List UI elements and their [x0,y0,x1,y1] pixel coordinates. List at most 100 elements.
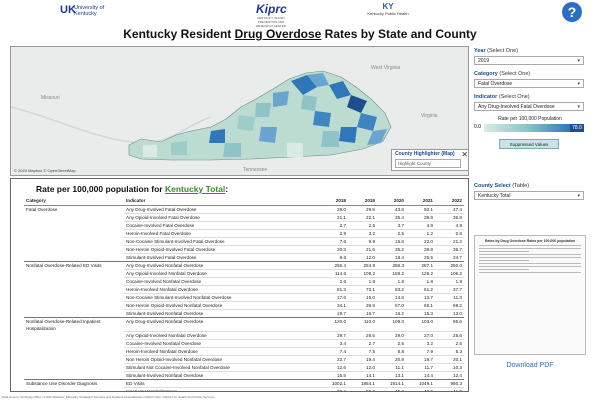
row-value: 287.1 [406,261,435,270]
county-shape[interactable] [307,73,329,87]
county-shape[interactable] [313,111,331,127]
county-shades[interactable] [143,73,387,157]
table-row: Heroin-Involved Nonfatal Overdose 7.4 7.5 8… [24,347,464,356]
chevron-down-icon: ▾ [577,58,580,64]
row-value: 106.2 [435,269,464,278]
county-shape[interactable] [329,81,351,99]
highlight-county-input[interactable]: Highlight County [395,159,461,168]
kiprc-logo-mark: Kiprc [256,2,287,16]
row-value: 103.0 [406,317,435,332]
county-shape[interactable] [321,131,339,147]
row-value: 120.0 [319,317,348,332]
help-icon[interactable]: ? [562,2,582,22]
county-shape[interactable] [273,91,289,107]
row-indicator: Any Drug-Involved Nonfatal Overdose [124,261,319,270]
row-category [24,269,124,277]
row-value: 254.9 [348,261,377,270]
table-title: Rate per 100,000 population for Kentucky… [36,184,228,194]
county-shape[interactable] [259,127,277,143]
col-header-2021: 2021 [406,197,435,206]
county-select-label: County Select (Table) [474,183,586,189]
year-select[interactable]: 2019 ▾ [474,56,584,65]
county-select[interactable]: Kentucky Total ▾ [474,191,584,200]
data-source-footnote: Data Source: Kentucky Office of Vital St… [2,395,215,399]
row-category [24,356,124,364]
row-value: 18.4 [377,253,406,262]
suppressed-values-button[interactable]: Suppressed Values [499,139,559,149]
row-value: 19.4 [348,355,377,364]
county-shape[interactable] [357,113,377,131]
download-pdf-link[interactable]: Download PDF [506,362,554,369]
county-shape[interactable] [291,75,317,95]
county-shape[interactable] [339,127,357,143]
uk-logo-text-line1: University of [74,5,105,11]
county-map[interactable]: Missouri West Virginia Virginia Tennesse… [10,46,469,176]
row-value: 37.7 [435,285,464,294]
table-title-location[interactable]: Kentucky Total [164,184,226,194]
county-shape[interactable] [209,129,225,143]
county-shape[interactable] [143,145,157,157]
indicator-select[interactable]: Any Drug-Involved Fatal Overdose ▾ [474,102,584,111]
row-indicator: Any Opioid-Involved Nonfatal Overdose [124,269,319,278]
row-value: 49.6 [406,387,435,391]
county-shape[interactable] [347,95,367,113]
row-category [24,245,124,253]
table-row: Any Opioid-Involved Fatal Overdose 21.1 22… [24,213,464,222]
row-value: 3.2 [406,339,435,348]
legend-title: Rate per 100,000 Population [498,116,562,122]
row-value: 57.0 [377,301,406,310]
county-shape[interactable] [171,141,187,155]
county-shape[interactable] [237,115,255,131]
pdf-thumb-line [479,251,529,252]
row-value: 7.6 [319,237,348,246]
kph-logo: KY Kentucky Public Health [366,2,410,16]
county-shape[interactable] [223,143,241,157]
row-category [24,229,124,237]
row-category [24,364,124,372]
row-indicator: Heroin-Involved Nonfatal Overdose [124,347,319,356]
row-value: 22.1 [348,213,377,222]
row-value: 1049.1 [406,379,435,388]
table-row: Substance Use Disorder Diagnosis ED Visit… [24,379,464,388]
color-legend: 0.0 78.0 [474,124,584,132]
row-value: 12.0 [348,253,377,262]
row-value: 109.0 [377,317,406,332]
row-value: 2.6 [319,277,348,286]
row-category: Substance Use Disorder Diagnosis [26,381,98,386]
row-value: 22.0 [406,237,435,246]
map-attribution[interactable]: © 2024 Mapbox © OpenStreetMap [14,168,76,173]
county-shape[interactable] [301,95,317,111]
county-select-panel: County Select (Table) Kentucky Total ▾ [474,179,586,200]
county-shape[interactable] [255,103,271,117]
legend-max: 78.0 [570,124,584,132]
row-indicator: Inpatient Hospitalizations [124,387,319,391]
row-indicator: Cocaine-Involved Nonfatal Overdose [124,339,319,348]
row-category: Nonfatal Overdose-Related ED Visits [26,262,102,268]
table-header-row: Category Indicator 2018 2019 2020 2021 2… [24,197,464,206]
row-value: 4.9 [406,221,435,230]
county-shape[interactable] [287,143,303,157]
row-value: 266.4 [319,261,348,270]
row-value: 22.7 [319,355,348,364]
county-select-label-note: (Table) [512,183,530,189]
row-value: 11.7 [406,363,435,372]
map-label-tennessee: Tennessee [243,167,267,173]
row-value: 980.3 [435,379,464,388]
row-category [24,293,124,301]
county-shape[interactable] [367,129,387,145]
row-indicator: Non-Cocaine Stimulant-Involved Fatal Ove… [124,237,319,246]
row-value: 14.1 [348,371,377,380]
category-select[interactable]: Fatal Overdose ▾ [474,79,584,88]
row-value: 45.3 [377,387,406,391]
kph-logo-sub: Kentucky Public Health [367,11,409,16]
pdf-thumbnail[interactable]: Rates by Drug Overdose Rates per 100,000… [474,235,586,355]
row-value: 14.4 [406,371,435,380]
col-header-2019: 2019 [348,197,377,206]
row-value: 27.0 [406,331,435,340]
row-value: 0.6 [435,229,464,238]
row-value: 250.0 [435,261,464,270]
row-category [24,277,124,285]
close-icon[interactable]: ✕ [461,150,468,159]
row-value: 83.2 [377,285,406,294]
